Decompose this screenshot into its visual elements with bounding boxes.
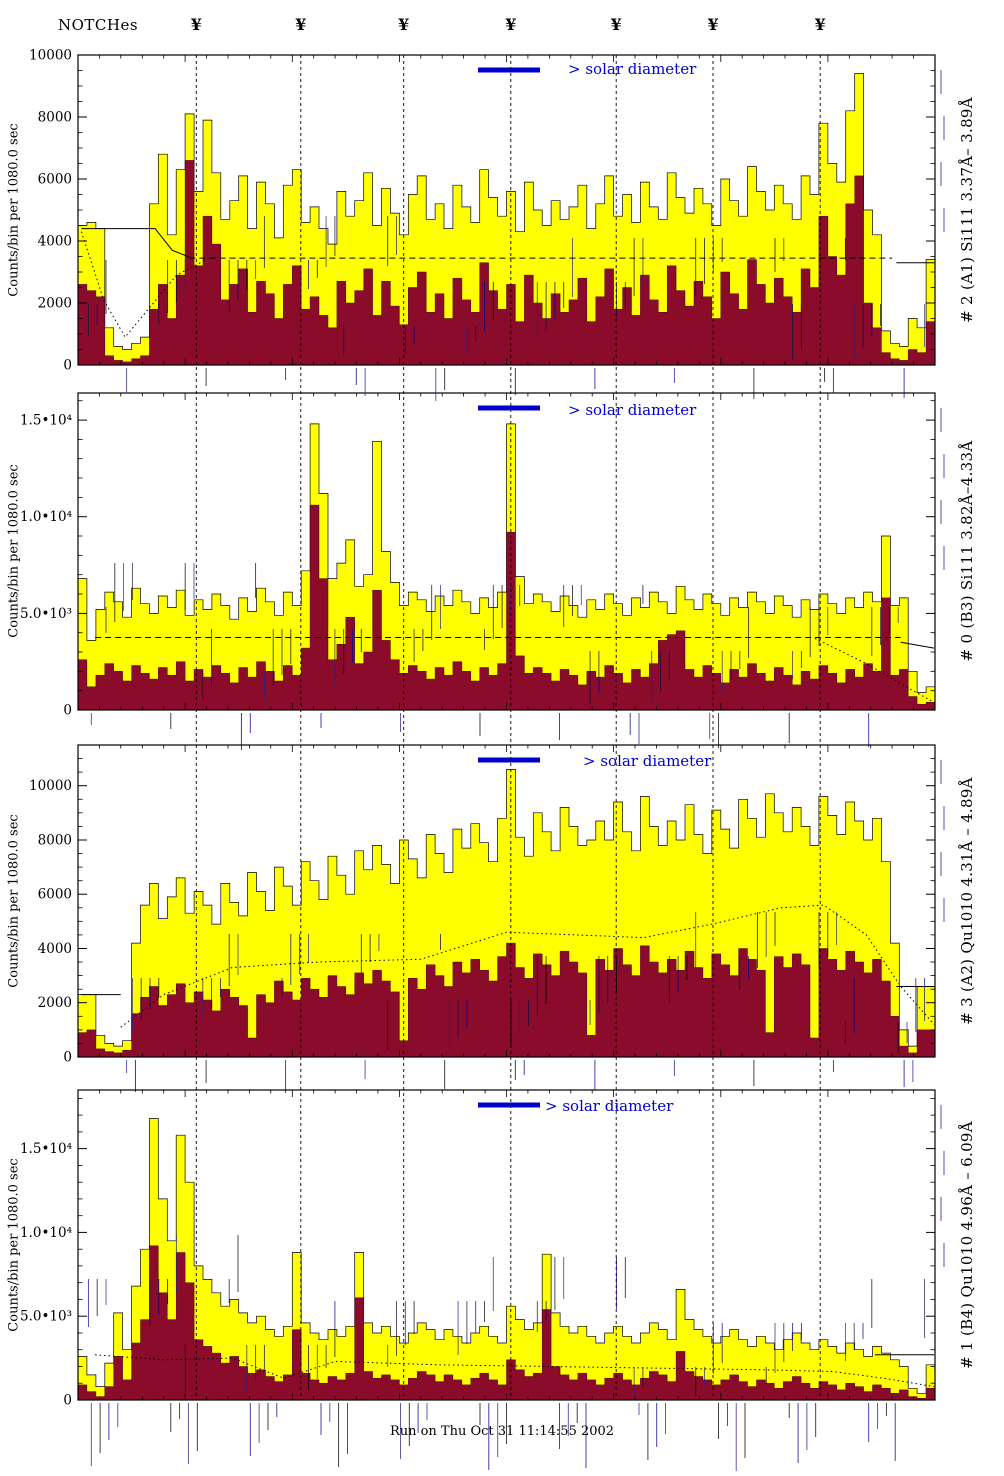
background-curve: [900, 641, 935, 649]
solar-diameter-label: > solar diameter: [545, 1097, 674, 1115]
panel-4: 0 5.0•10³ 1.0•10⁴ 1.5•10⁴: [20, 1089, 945, 1409]
axis-annotations: [90, 713, 870, 750]
y-tick-label: 2000: [38, 995, 72, 1011]
notch-marker: ¥: [814, 15, 826, 34]
background-curve: [120, 904, 935, 1028]
y-tick-label: 0: [63, 1393, 72, 1409]
y-tick-label: 5.0•10³: [20, 606, 72, 622]
axis-annotations: [126, 368, 905, 401]
panel-4-right-label: # 1 (B4) Qu1010 4.96Å – 6.09Å: [958, 1121, 976, 1369]
background-curve: [814, 638, 935, 703]
y-tick-label: 1.5•10⁴: [20, 1141, 72, 1157]
panel-3: 0 2000 4000 6000 8000 10000: [29, 744, 945, 1066]
panel-3-right-label: # 3 (A2) Qu1010 4.31Å – 4.89Å: [958, 777, 976, 1025]
notch-marker: ¥: [610, 15, 622, 34]
panel-2-right-label: # 0 (B3) Si111 3.82Å–4.33Å: [958, 440, 976, 662]
notch-marker: ¥: [398, 15, 410, 34]
y-tick-label: 8000: [38, 833, 72, 849]
y-tick-label: 10000: [29, 778, 72, 794]
y-tick-label: 6000: [38, 887, 72, 903]
panel-1-right-label: # 2 (A1) Si111 3.37Å– 3.89Å: [958, 97, 976, 323]
y-tick-label: 4000: [38, 234, 72, 250]
y-axis-title: Counts/bin per 1080.0 sec: [6, 1158, 22, 1332]
notches-label: NOTCHes: [58, 16, 139, 34]
y-axis-title: Counts/bin per 1080.0 sec: [6, 123, 22, 297]
axis-annotations: [90, 1403, 896, 1471]
notch-marker: ¥: [707, 15, 719, 34]
solar-diameter-label: > solar diameter: [568, 60, 697, 78]
y-tick-label: 8000: [38, 110, 72, 126]
y-tick-label: 0: [63, 1050, 72, 1066]
series-above-background: [77, 942, 936, 1058]
background-curve: [80, 231, 207, 338]
y-tick-label: 5.0•10³: [20, 1309, 72, 1325]
solar-diameter-label: > solar diameter: [583, 752, 712, 770]
y-tick-label: 1.0•10⁴: [20, 509, 72, 525]
series-above-background: [77, 504, 936, 711]
y-axis-title: Counts/bin per 1080.0 sec: [6, 814, 22, 988]
axis-annotations: [126, 1060, 914, 1093]
run-timestamp: Run on Thu Oct 31 11:14:55 2002: [389, 1424, 615, 1439]
panel-1: 0 2000 4000 6000 8000 10000: [29, 48, 945, 374]
notch-marker: ¥: [505, 15, 517, 34]
panel-2: 0 5.0•10³ 1.0•10⁴ 1.5•10⁴: [20, 392, 945, 719]
series-above-background: [77, 160, 936, 366]
y-tick-label: 10000: [29, 48, 72, 64]
y-tick-label: 1.0•10⁴: [20, 1225, 72, 1241]
y-tick-label: 0: [63, 358, 72, 374]
y-axis-title: Counts/bin per 1080.0 sec: [6, 464, 22, 638]
solar-diameter-label: > solar diameter: [568, 401, 697, 419]
y-tick-label: 0: [63, 703, 72, 719]
background-curve: [95, 1354, 935, 1388]
y-tick-label: 6000: [38, 172, 72, 188]
y-tick-label: 2000: [38, 296, 72, 312]
background-curve: [81, 228, 190, 258]
notch-marker: ¥: [295, 15, 307, 34]
y-tick-label: 1.5•10⁴: [20, 413, 72, 429]
series-above-background: [77, 1245, 936, 1401]
notch-marker: ¥: [190, 15, 202, 34]
y-tick-label: 4000: [38, 941, 72, 957]
